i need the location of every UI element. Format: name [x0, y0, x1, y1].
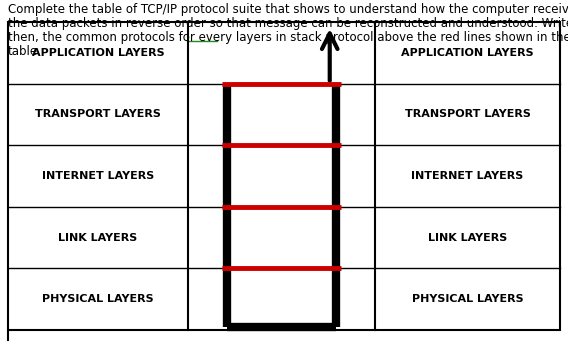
Text: INTERNET LAYERS: INTERNET LAYERS — [42, 171, 154, 181]
Text: PHYSICAL LAYERS: PHYSICAL LAYERS — [412, 294, 523, 304]
Text: LINK LAYERS: LINK LAYERS — [59, 233, 137, 243]
Bar — [8, 22, 560, 330]
Text: Complete the table of TCP/IP protocol suite that shows to understand how the com: Complete the table of TCP/IP protocol su… — [8, 3, 568, 16]
Text: then, the common protocols for every layers in stack protocol above the red line: then, the common protocols for every lay… — [8, 31, 568, 44]
Text: LINK LAYERS: LINK LAYERS — [428, 233, 507, 243]
Text: the data packets in reverse order so that message can be reconstructed and under: the data packets in reverse order so tha… — [8, 17, 568, 30]
Text: PHYSICAL LAYERS: PHYSICAL LAYERS — [42, 294, 154, 304]
Text: APPLICATION LAYERS: APPLICATION LAYERS — [32, 48, 164, 58]
Text: INTERNET LAYERS: INTERNET LAYERS — [411, 171, 524, 181]
Text: TRANSPORT LAYERS: TRANSPORT LAYERS — [35, 110, 161, 119]
Text: APPLICATION LAYERS: APPLICATION LAYERS — [401, 48, 534, 58]
Text: table.: table. — [8, 45, 42, 58]
Text: TRANSPORT LAYERS: TRANSPORT LAYERS — [404, 110, 531, 119]
